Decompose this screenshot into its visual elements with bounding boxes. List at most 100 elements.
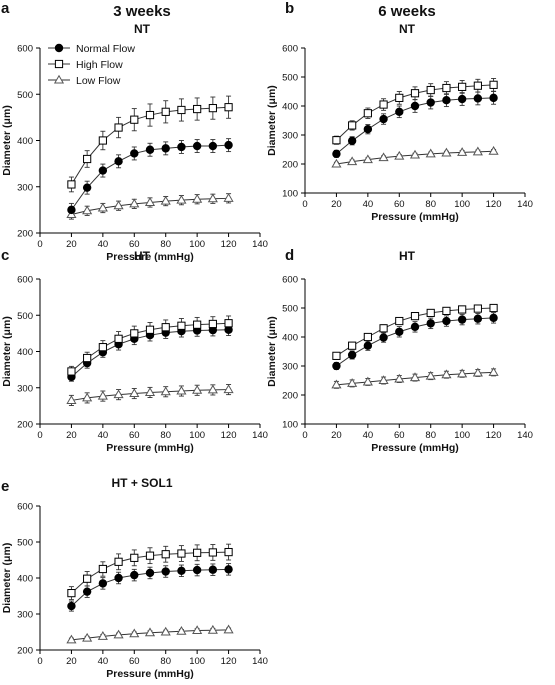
data-point-high-flow xyxy=(348,121,357,130)
x-tick-label: 40 xyxy=(363,430,374,441)
y-tick-label: 500 xyxy=(17,311,33,322)
y-tick-label: 300 xyxy=(17,383,33,394)
data-point-low-flow xyxy=(160,626,171,636)
x-tick-label: 0 xyxy=(37,656,42,667)
x-tick-label: 100 xyxy=(189,239,205,250)
panel-letter: c xyxy=(1,247,9,264)
data-point-low-flow xyxy=(378,152,389,162)
x-tick-label: 20 xyxy=(66,239,77,250)
data-point-normal-flow xyxy=(130,570,139,580)
y-tick-label: 100 xyxy=(282,420,298,431)
data-point-high-flow xyxy=(145,551,155,560)
data-point-high-flow xyxy=(83,154,92,164)
x-tick-label: 120 xyxy=(221,239,237,250)
legend-marker xyxy=(53,74,65,84)
chart-panel-a: a NT 0 20 40 60 80 100 120 140 200 300 400 500 600 Pres… xyxy=(1,0,268,263)
data-point-low-flow xyxy=(331,379,342,389)
chart-panel-c: c HT 0 20 40 60 80 100 120 140 200 300 400 500 600 Pres… xyxy=(1,247,268,454)
data-point-high-flow xyxy=(67,367,76,376)
data-point-low-flow xyxy=(176,385,187,395)
x-axis-label: Pressure (mmHg) xyxy=(371,211,459,223)
chart-panel-e: e HT + SOL1 0 20 40 60 80 100 120 140 200 300 400 500… xyxy=(1,476,268,680)
data-point-high-flow xyxy=(193,320,202,329)
data-point-normal-flow xyxy=(161,144,170,153)
data-point-high-flow xyxy=(208,548,217,557)
chart-panel-d: d HT 0 20 40 60 80 100 120 140 100 200 300 400 500 600 P… xyxy=(266,247,533,454)
data-point-low-flow xyxy=(144,627,156,637)
data-point-high-flow xyxy=(224,103,233,112)
data-point-low-flow xyxy=(144,387,156,396)
data-point-high-flow xyxy=(145,325,155,334)
data-point-low-flow xyxy=(457,147,468,156)
y-tick-label: 500 xyxy=(282,304,298,315)
x-tick-label: 120 xyxy=(221,656,237,667)
data-point-high-flow xyxy=(193,104,202,114)
y-tick-label: 400 xyxy=(282,102,298,113)
data-point-low-flow xyxy=(160,386,171,396)
x-tick-label: 140 xyxy=(517,199,533,210)
panel-letter: a xyxy=(1,0,10,17)
data-point-normal-flow xyxy=(426,319,435,328)
data-point-low-flow xyxy=(223,624,234,634)
x-axis-label: Pressure (mmHg) xyxy=(106,251,194,263)
y-tick-label: 600 xyxy=(282,275,298,286)
x-tick-label: 100 xyxy=(189,430,205,441)
data-point-normal-flow xyxy=(98,579,108,588)
y-tick-label: 300 xyxy=(17,182,33,193)
data-point-high-flow xyxy=(98,136,107,145)
data-point-normal-flow xyxy=(177,566,186,575)
data-point-normal-flow xyxy=(145,145,155,154)
x-tick-label: 140 xyxy=(252,656,268,667)
x-tick-label: 100 xyxy=(454,199,470,210)
data-point-normal-flow xyxy=(347,136,357,146)
data-point-low-flow xyxy=(113,629,124,639)
y-tick-label: 200 xyxy=(282,391,298,402)
x-tick-label: 60 xyxy=(129,239,140,250)
data-point-high-flow xyxy=(379,100,388,109)
data-point-normal-flow xyxy=(332,149,341,159)
legend-item: Normal Flow xyxy=(48,43,135,55)
x-tick-label: 80 xyxy=(425,430,436,441)
x-tick-label: 80 xyxy=(160,239,171,250)
x-tick-label: 140 xyxy=(252,430,268,441)
legend-item: High Flow xyxy=(48,59,123,71)
data-point-normal-flow xyxy=(67,205,76,215)
data-point-low-flow xyxy=(113,389,124,399)
data-point-normal-flow xyxy=(192,565,202,575)
x-tick-label: 120 xyxy=(486,430,502,441)
data-point-low-flow xyxy=(378,375,389,384)
data-point-low-flow xyxy=(223,384,234,394)
data-point-normal-flow xyxy=(489,313,498,323)
data-point-high-flow xyxy=(98,343,107,352)
y-axis-label: Diameter (μm) xyxy=(1,105,13,176)
panel-letter: d xyxy=(285,247,294,264)
data-point-low-flow xyxy=(97,631,108,640)
data-point-high-flow xyxy=(395,316,404,326)
data-point-low-flow xyxy=(207,624,218,634)
data-point-low-flow xyxy=(472,367,483,377)
data-point-low-flow xyxy=(97,390,108,400)
data-point-high-flow xyxy=(67,180,76,189)
y-tick-label: 200 xyxy=(17,229,33,240)
data-point-normal-flow xyxy=(410,322,420,332)
legend-marker xyxy=(54,59,64,69)
y-tick-label: 200 xyxy=(17,646,33,657)
data-point-high-flow xyxy=(83,574,92,583)
y-axis-label: Diameter (μm) xyxy=(266,316,278,387)
data-point-low-flow xyxy=(192,384,203,394)
y-tick-label: 500 xyxy=(282,73,298,84)
data-point-high-flow xyxy=(114,557,123,566)
chart-panel-b: b NT 0 20 40 60 80 100 120 140 100 200 300 400 500 600 P… xyxy=(266,0,533,223)
data-point-high-flow xyxy=(426,308,435,318)
data-point-normal-flow xyxy=(347,350,357,360)
data-point-high-flow xyxy=(395,93,404,102)
x-tick-label: 40 xyxy=(98,239,109,250)
data-point-normal-flow xyxy=(332,361,341,371)
x-tick-label: 80 xyxy=(425,199,436,210)
data-point-low-flow xyxy=(472,146,483,156)
data-point-normal-flow xyxy=(161,567,170,576)
legend: Normal Flow High Flow Low Flow xyxy=(48,43,135,87)
data-point-low-flow xyxy=(207,193,218,203)
x-tick-label: 100 xyxy=(454,430,470,441)
panel-letter: b xyxy=(285,0,294,17)
